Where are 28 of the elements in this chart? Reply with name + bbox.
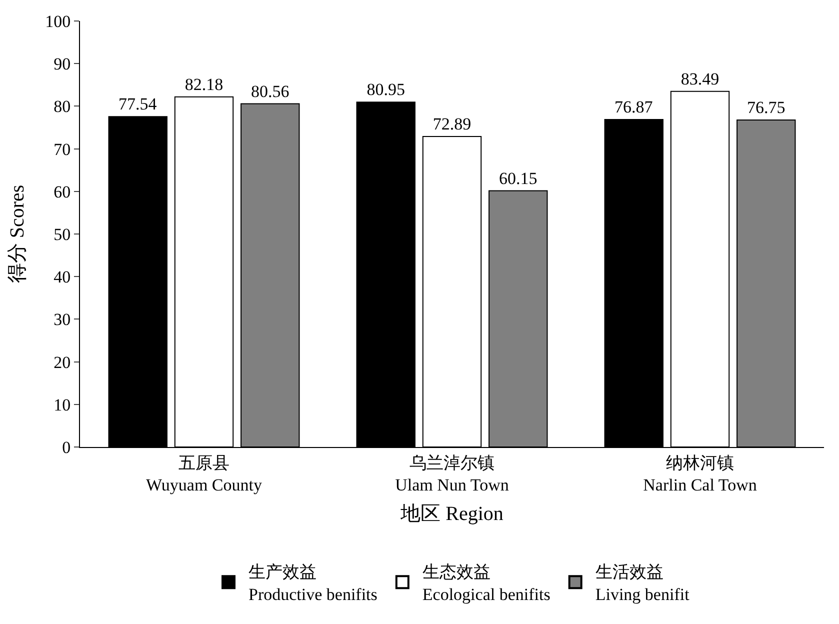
data-label: 80.95 xyxy=(366,80,405,100)
y-tick-label: 70 xyxy=(54,140,71,159)
y-tick-label: 30 xyxy=(54,310,71,330)
data-label: 76.75 xyxy=(747,98,786,118)
x-tick-label: 乌兰淖尔镇 Ulam Nun Town xyxy=(395,453,510,494)
y-axis-title: 得分 Scores xyxy=(6,184,29,284)
y-tick-label: 40 xyxy=(54,268,71,287)
y-tick-label: 50 xyxy=(54,224,71,244)
data-label: 76.87 xyxy=(614,98,654,117)
y-tick-label: 80 xyxy=(54,97,71,116)
legend-label: 生产效益 Productive benifits xyxy=(248,562,378,604)
data-label: 60.15 xyxy=(499,168,538,188)
y-tick-label: 10 xyxy=(54,395,71,414)
data-label: 82.18 xyxy=(184,74,224,94)
data-label: 77.54 xyxy=(118,94,158,114)
y-tick-label: 90 xyxy=(54,54,71,74)
x-axis-title: 地区 Region xyxy=(400,503,504,525)
x-tick-label: 五原县 Wuyuam County xyxy=(146,453,262,494)
data-label: 80.56 xyxy=(251,82,290,101)
y-tick-label: 20 xyxy=(54,352,71,372)
legend-label: 生活效益 Living benifit xyxy=(595,562,690,604)
data-label: 83.49 xyxy=(680,69,720,88)
y-tick-label: 60 xyxy=(54,182,71,202)
data-label: 72.89 xyxy=(432,114,472,134)
x-tick-label: 纳林河镇 Narlin Cal Town xyxy=(643,453,758,494)
legend-label: 生态效益 Ecological benifits xyxy=(422,562,550,604)
y-tick-label: 100 xyxy=(45,12,71,31)
y-tick-label: 0 xyxy=(62,438,71,457)
